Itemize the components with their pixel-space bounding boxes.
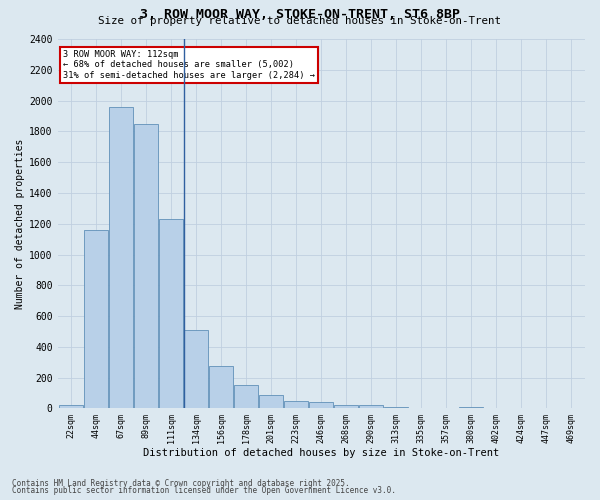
Text: Contains HM Land Registry data © Crown copyright and database right 2025.: Contains HM Land Registry data © Crown c… [12, 478, 350, 488]
Bar [460, 406, 483, 408]
Text: Contains public sector information licensed under the Open Government Licence v3: Contains public sector information licen… [12, 486, 396, 495]
Bar [209, 366, 233, 408]
Bar [184, 330, 208, 408]
Bar [310, 402, 333, 408]
Bar [259, 394, 283, 408]
Bar [134, 124, 158, 408]
Bar [160, 219, 183, 408]
Y-axis label: Number of detached properties: Number of detached properties [15, 138, 25, 309]
Text: 3 ROW MOOR WAY: 112sqm
← 68% of detached houses are smaller (5,002)
31% of semi-: 3 ROW MOOR WAY: 112sqm ← 68% of detached… [63, 50, 315, 80]
Bar [359, 406, 383, 408]
Bar [59, 404, 83, 408]
Bar [85, 230, 108, 408]
Bar [109, 106, 133, 408]
X-axis label: Distribution of detached houses by size in Stoke-on-Trent: Distribution of detached houses by size … [143, 448, 499, 458]
Text: Size of property relative to detached houses in Stoke-on-Trent: Size of property relative to detached ho… [98, 16, 502, 26]
Bar [334, 405, 358, 408]
Text: 3, ROW MOOR WAY, STOKE-ON-TRENT, ST6 8BP: 3, ROW MOOR WAY, STOKE-ON-TRENT, ST6 8BP [140, 8, 460, 20]
Bar [385, 406, 408, 408]
Bar [235, 384, 258, 408]
Bar [284, 401, 308, 408]
